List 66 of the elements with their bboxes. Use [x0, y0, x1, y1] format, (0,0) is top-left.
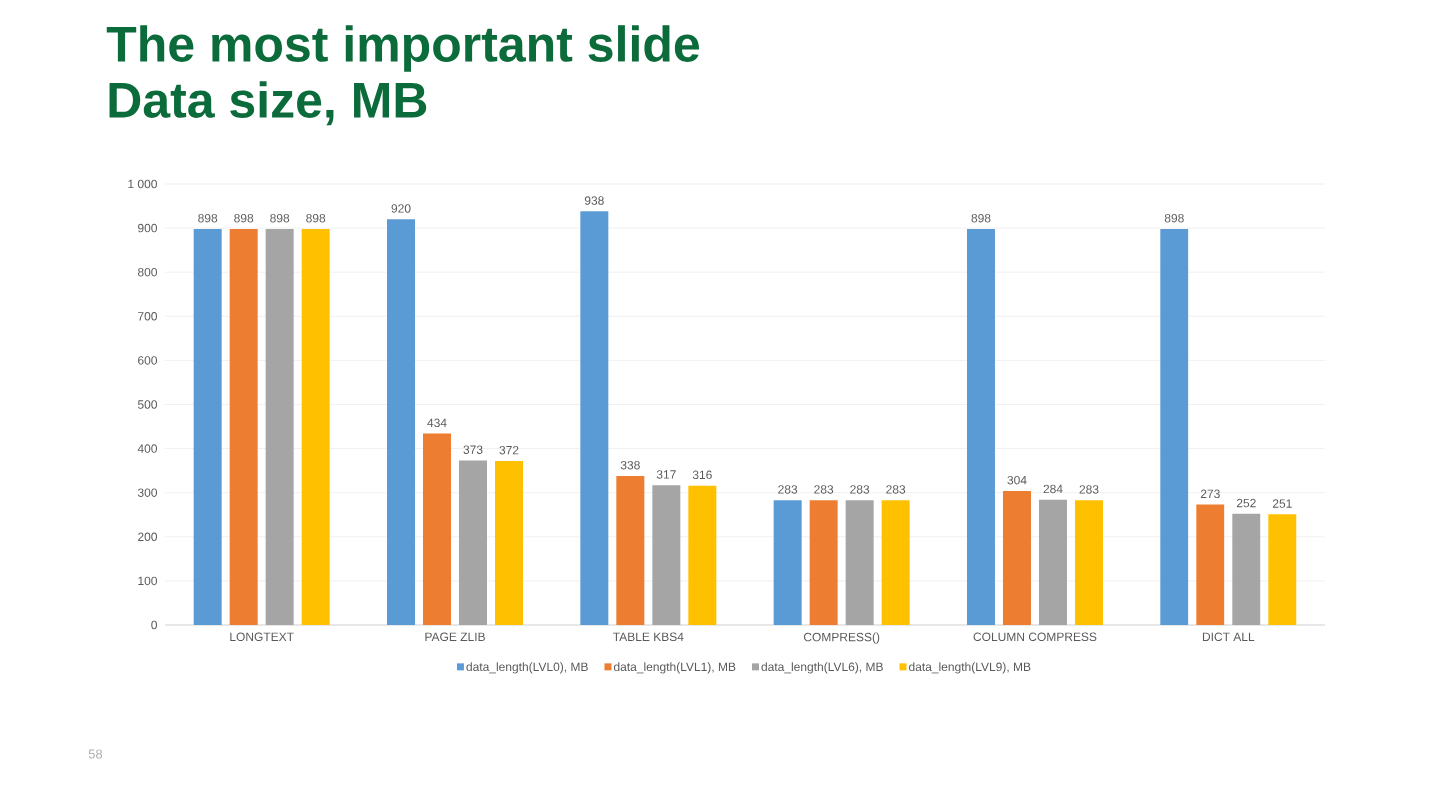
- bar: [193, 228, 222, 625]
- data-label: 252: [1236, 498, 1256, 508]
- x-tick-label: TABLE KBS4: [613, 632, 684, 642]
- bar: [229, 228, 258, 625]
- y-tick-label: 100: [138, 576, 158, 586]
- y-tick-label: 0: [151, 620, 158, 630]
- y-tick-label: 500: [137, 400, 158, 409]
- x-tick-label: PAGE ZLIB: [425, 632, 485, 642]
- data-label: 283: [814, 485, 834, 494]
- bar: [387, 219, 415, 625]
- legend-label: data_length(LVL1), MB: [613, 662, 736, 674]
- legend-label: data_length(LVL9), MB: [909, 662, 1031, 674]
- bar: [1160, 228, 1189, 625]
- data-label: 898: [270, 213, 290, 223]
- data-label: 898: [306, 213, 326, 223]
- data-label: 283: [1079, 485, 1099, 494]
- bar: [688, 485, 717, 625]
- bar: [881, 500, 910, 625]
- bar: [1268, 514, 1297, 625]
- text: 58: [88, 749, 103, 759]
- y-tick-label: 700: [138, 312, 158, 321]
- data-label: 898: [198, 213, 218, 223]
- data-label: 373: [463, 445, 483, 454]
- data-label: 283: [886, 485, 906, 494]
- bar: [301, 228, 330, 625]
- bar: [966, 228, 995, 625]
- data-label: 898: [1164, 213, 1184, 223]
- x-tick-label: DICT ALL: [1202, 632, 1255, 642]
- chart-subtitle: Data size, MB: [109, 81, 427, 126]
- chart-title: The most important slide: [106, 25, 699, 72]
- y-tick-label: 800: [137, 267, 158, 277]
- y-tick-label: 600: [138, 356, 158, 365]
- y-tick-label: 200: [138, 532, 158, 542]
- data-label: 283: [850, 485, 870, 494]
- data-label: 304: [1007, 475, 1027, 485]
- x-tick-label: COLUMN COMPRESS: [973, 632, 1097, 642]
- bar: [616, 475, 645, 625]
- y-tick-label: 900: [138, 223, 158, 233]
- bar: [580, 211, 609, 625]
- data-label: 898: [971, 213, 991, 223]
- data-label: 938: [584, 196, 604, 205]
- x-tick-label: LONGTEXT: [230, 632, 294, 642]
- y-tick-label: 400: [137, 444, 158, 453]
- data-label: 273: [1200, 489, 1220, 499]
- data-label: 284: [1043, 484, 1063, 494]
- bar: [495, 460, 523, 625]
- data-label: 316: [692, 470, 712, 480]
- y-tick-label: 300: [137, 488, 158, 497]
- x-tick-label: COMPRESS(): [803, 632, 880, 644]
- bar: [1196, 504, 1225, 625]
- data-label: 898: [234, 213, 254, 223]
- legend-label: data_length(LVL0), MB: [466, 662, 588, 674]
- bar: [809, 500, 838, 625]
- data-label: 283: [778, 485, 798, 494]
- data-label: 317: [656, 470, 676, 479]
- data-label: 920: [391, 204, 411, 213]
- bar: [773, 500, 802, 625]
- data-label: 338: [620, 460, 640, 470]
- data-label: 372: [499, 445, 519, 455]
- legend-label: data_length(LVL6), MB: [761, 662, 883, 674]
- data-label: 251: [1272, 499, 1292, 508]
- bar: [1002, 490, 1031, 625]
- y-tick-label: 1 000: [128, 179, 157, 189]
- data-label: 434: [427, 418, 447, 428]
- bar: [1074, 500, 1103, 625]
- bar: [423, 433, 451, 625]
